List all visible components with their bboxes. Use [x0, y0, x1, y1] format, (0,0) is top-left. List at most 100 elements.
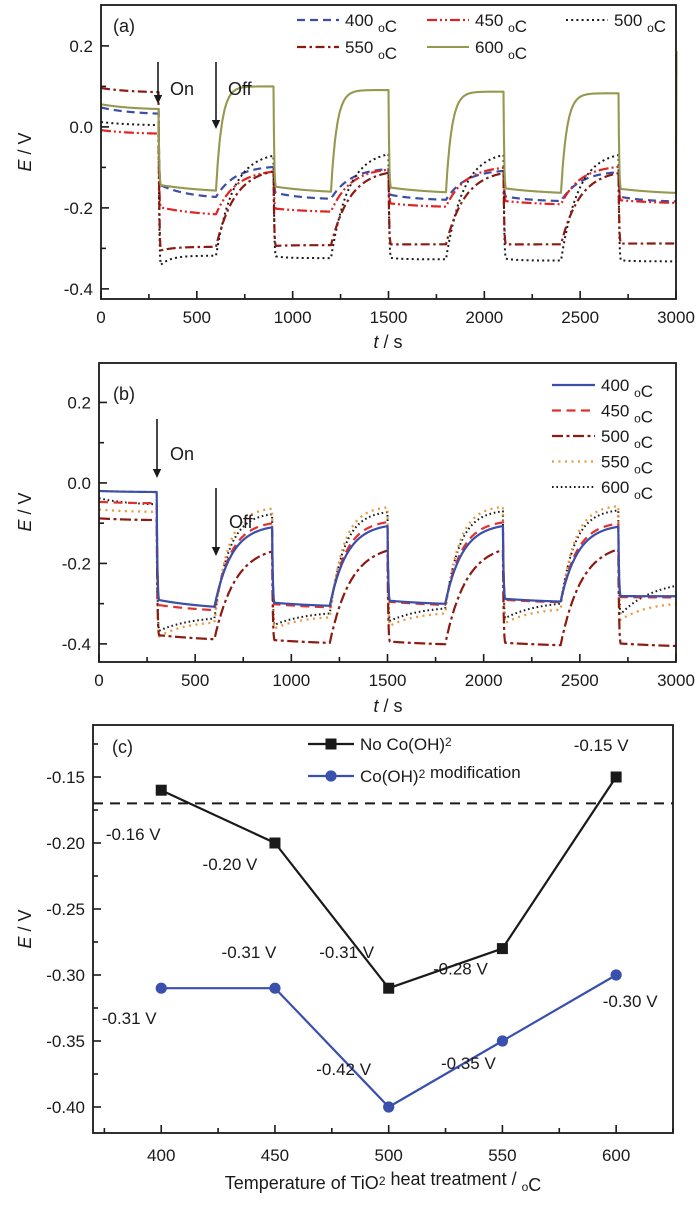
y-axis-title: E / V [15, 132, 35, 171]
light-switch-label: Off [229, 512, 254, 532]
circle-marker [325, 770, 337, 782]
axes [93, 743, 674, 1133]
light-switch-label: Off [228, 79, 253, 99]
light-off-annotation: Off [211, 62, 253, 129]
point-value-label: -0.31 V [222, 943, 277, 962]
series-curves [100, 50, 678, 266]
y-tick-label: 0.2 [67, 393, 91, 412]
x-tick-label: 0 [96, 308, 105, 327]
legend-label: Co(OH)2 modification [360, 763, 521, 786]
point-value-label: -0.16 V [106, 825, 161, 844]
panel-tag: (c) [112, 737, 133, 757]
legend-label: 450 oC [475, 11, 527, 36]
y-tick-label: -0.20 [46, 834, 85, 853]
y-tick-label: 0.0 [69, 118, 93, 137]
y-tick-label: -0.25 [46, 900, 85, 919]
legend-label: 600 oC [475, 38, 527, 63]
series-curve [98, 500, 677, 612]
square-marker [155, 784, 167, 796]
x-axis-title: t / s [373, 332, 402, 352]
panel-a: 0 500 1000 1500 2000 2500 3000 0.2 0.0 -0.2 -0.4 On… [15, 4, 695, 352]
legend-label: 550 oC [345, 38, 397, 63]
legend-label: 500 oC [614, 11, 666, 36]
arrow-head-icon [211, 120, 221, 129]
square-marker [610, 771, 622, 783]
square-marker [383, 982, 395, 994]
arrow-head-icon [152, 469, 162, 478]
point-value-label: -0.42 V [316, 1060, 371, 1079]
x-tick-label: 2500 [561, 671, 599, 690]
circle-marker [269, 982, 281, 994]
y-tick-label: -0.2 [62, 554, 91, 573]
circle-marker [610, 969, 622, 981]
x-axis-title: Temperature of TiO2 heat treatment / oC [225, 1169, 542, 1195]
x-tick-label: 3000 [657, 308, 695, 327]
series-curve [98, 489, 677, 608]
square-marker [496, 943, 508, 955]
point-value-label: -0.30 V [603, 992, 658, 1011]
series-curve [100, 50, 678, 194]
x-tick-label: 2000 [465, 308, 503, 327]
plot-box [92, 724, 674, 1134]
legend-label: 500 oC [601, 427, 653, 452]
plot-box [98, 362, 677, 663]
circle-marker [155, 982, 167, 994]
square-marker [269, 837, 281, 849]
x-tick-label: 1000 [274, 308, 312, 327]
x-tick-label: 1500 [370, 308, 408, 327]
arrow-head-icon [153, 95, 163, 104]
point-value-label: -0.20 V [203, 855, 258, 874]
light-switch-label: On [170, 79, 194, 99]
y-axis-title: E / V [15, 492, 35, 531]
panel-tag: (a) [113, 16, 135, 36]
square-marker [325, 738, 337, 750]
legend-label: 400 oC [345, 11, 397, 36]
x-tick-label: 500 [374, 1146, 402, 1165]
series-curve [100, 86, 677, 252]
light-on-annotation: On [152, 419, 194, 478]
circle-marker [383, 1101, 395, 1113]
panel-tag: (b) [113, 384, 135, 404]
y-tick-label: -0.30 [46, 966, 85, 985]
panel-b: 0 500 1000 1500 2000 2500 3000 0.2 0.0 -0.2 -0.4 On… [15, 362, 695, 716]
series-curve [100, 129, 677, 216]
light-off-annotation: Off [211, 488, 254, 556]
y-tick-label: 0.0 [67, 474, 91, 493]
x-tick-label: 600 [602, 1146, 630, 1165]
x-tick-label: 500 [183, 308, 211, 327]
x-tick-label: 500 [181, 671, 209, 690]
point-value-label: -0.31 V [319, 943, 374, 962]
legend-label: 450 oC [601, 402, 653, 427]
x-tick-label: 1000 [272, 671, 310, 690]
series-line [161, 974, 617, 1109]
y-tick-label: -0.35 [46, 1032, 85, 1051]
light-on-annotation: On [153, 62, 194, 104]
y-tick-label: -0.4 [64, 280, 93, 299]
series-curves [98, 489, 677, 648]
y-tick-label: -0.4 [62, 635, 91, 654]
light-switch-label: On [170, 444, 194, 464]
point-value-label: -0.35 V [441, 1054, 496, 1073]
y-tick-label: -0.40 [46, 1098, 85, 1117]
x-tick-label: 0 [94, 671, 103, 690]
x-tick-label: 450 [261, 1146, 289, 1165]
x-tick-label: 2000 [465, 671, 503, 690]
x-tick-label: 1500 [369, 671, 407, 690]
arrow-head-icon [211, 547, 221, 556]
point-value-label: -0.15 V [574, 736, 629, 755]
panel-c: 400 450 500 550 600 -0.15 -0.20 -0.25 -0.30 -0.35… [15, 724, 674, 1195]
legend-label: 600 oC [601, 478, 653, 503]
x-tick-label: 400 [147, 1146, 175, 1165]
x-tick-label: 2500 [561, 308, 599, 327]
legend-label: 550 oC [601, 453, 653, 478]
plot-box [100, 4, 677, 300]
x-axis-title: t / s [373, 696, 402, 716]
y-tick-label: -0.15 [46, 768, 85, 787]
y-tick-label: 0.2 [69, 37, 93, 56]
circle-marker [496, 1035, 509, 1047]
legend: 400 oC 450 oC 500 oC 550 oC 600 oC [297, 11, 666, 63]
point-value-label: -0.28 V [433, 960, 488, 979]
